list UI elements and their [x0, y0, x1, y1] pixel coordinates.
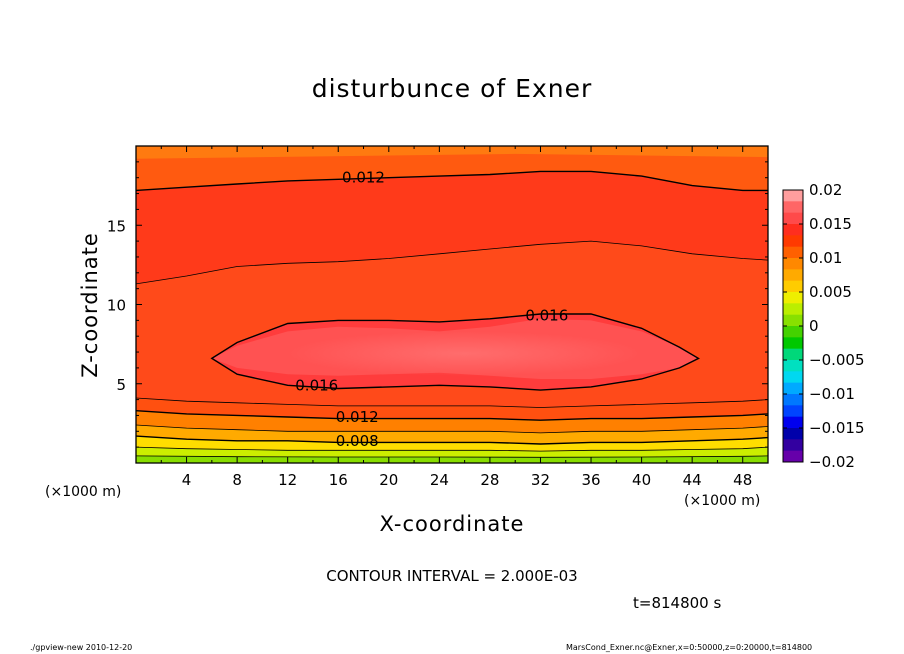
colorbar-segment — [783, 348, 803, 361]
colorbar-segment — [783, 382, 803, 395]
colorbar-segment — [783, 292, 803, 304]
colorbar-segment — [783, 235, 803, 248]
band-upper-0012 — [136, 146, 768, 191]
colorbar-segment — [783, 450, 803, 463]
colorbar-label: −0.005 — [809, 351, 865, 369]
y-tick-label: 15 — [107, 217, 126, 235]
colorbar-segment — [783, 258, 803, 270]
contour-line — [136, 170, 768, 192]
colorbar-label: 0 — [809, 317, 819, 335]
contour-label: 0.012 — [336, 408, 379, 426]
colorbar-segment — [783, 269, 803, 282]
x-tick-label: 28 — [480, 471, 499, 489]
colorbar-segment — [783, 190, 803, 202]
band-upper-top — [136, 146, 768, 159]
colorbar-label: 0.015 — [809, 215, 852, 233]
colorbar-label: −0.01 — [809, 385, 855, 403]
colorbar-label: 0.02 — [809, 181, 842, 199]
colorbar-segment — [783, 246, 803, 259]
footer-data-source: MarsCond_Exner.nc@Exner,x=0:50000,z=0:20… — [566, 643, 813, 652]
colorbar: 0.02 0.015 0.01 0.005 0 −0.005 −0.01 −0.015 −0.0… — [782, 181, 865, 471]
colorbar-segment — [783, 360, 803, 372]
chart-title: disturbunce of Exner — [311, 74, 593, 103]
y-axis-title: Z-coordinate — [78, 232, 102, 378]
contour-line — [136, 240, 768, 285]
time-label: t=814800 s — [633, 594, 722, 612]
x-tick-label: 20 — [379, 471, 398, 489]
colorbar-label: 0.01 — [809, 249, 842, 267]
x-tick-label: 12 — [278, 471, 297, 489]
y-tick-label: 10 — [107, 297, 126, 315]
x-unit-label-left: (×1000 m) — [45, 484, 122, 500]
contour-label: 0.008 — [336, 432, 379, 450]
colorbar-segment — [783, 201, 803, 214]
colorbar-segment — [783, 303, 803, 316]
contour-line — [136, 397, 768, 408]
band-lower-0004 — [136, 455, 768, 463]
contour-label: 0.012 — [342, 169, 385, 187]
colorbar-segment — [783, 224, 803, 236]
colorbar-segment — [783, 428, 803, 440]
colorbar-segment — [783, 314, 803, 327]
x-tick-label: 24 — [430, 471, 449, 489]
colorbar-segment — [783, 416, 803, 429]
colorbar-segment — [783, 439, 803, 452]
contour-line — [136, 446, 768, 452]
x-tick-label: 8 — [232, 471, 242, 489]
colorbar-label: −0.015 — [809, 419, 865, 437]
colorbar-segment — [783, 326, 803, 338]
x-tick-label: 36 — [581, 471, 600, 489]
contour-interval-label: CONTOUR INTERVAL = 2.000E-03 — [326, 567, 578, 585]
contour-label: 0.016 — [295, 376, 338, 394]
x-tick-label: 16 — [329, 471, 348, 489]
colorbar-segment — [783, 280, 803, 293]
colorbar-segment — [783, 212, 803, 225]
contour-label: 0.016 — [525, 307, 568, 325]
colorbar-segment — [783, 394, 803, 406]
x-tick-label: 40 — [632, 471, 651, 489]
x-axis-ticks: 4 8 12 16 20 24 28 32 36 40 44 48 — [160, 146, 769, 489]
colorbar-segment — [783, 371, 803, 384]
x-tick-label: 4 — [182, 471, 192, 489]
y-tick-label: 5 — [116, 376, 126, 394]
contour-labels: 0.012 0.016 0.016 0.012 0.008 — [295, 169, 568, 450]
band-core-max — [287, 331, 642, 376]
colorbar-label: −0.02 — [809, 453, 855, 471]
colorbar-segment — [783, 337, 803, 350]
colorbar-segment — [783, 405, 803, 418]
colorbar-label: 0.005 — [809, 283, 852, 301]
x-tick-label: 48 — [733, 471, 752, 489]
plot-fill-bands — [136, 146, 768, 463]
footer-program-date: ./gpview-new 2010-12-20 — [30, 643, 133, 652]
y-axis-ticks: 5 10 15 — [107, 161, 768, 448]
contour-line — [136, 424, 768, 434]
contour-line — [136, 410, 768, 421]
x-axis-title: X-coordinate — [379, 512, 525, 536]
x-tick-label: 44 — [683, 471, 702, 489]
x-unit-label-right: (×1000 m) — [684, 493, 761, 509]
contour-line — [210, 313, 700, 391]
x-tick-label: 32 — [531, 471, 550, 489]
contour-line — [136, 435, 768, 445]
